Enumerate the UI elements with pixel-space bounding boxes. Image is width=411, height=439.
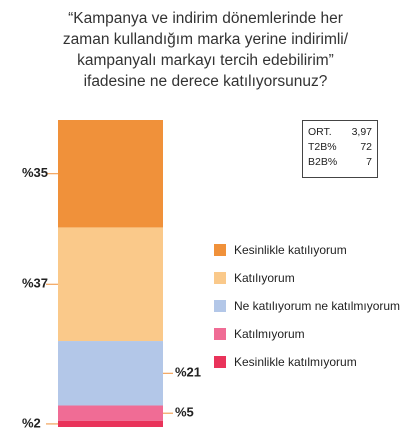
legend-label: Katılmıyorum <box>234 327 305 341</box>
legend-item: Katılmıyorum <box>214 320 400 348</box>
legend-item: Ne katılıyorum ne katılmıyorum <box>214 292 400 320</box>
bar-segment-4 <box>58 405 163 421</box>
legend-swatch <box>214 328 226 340</box>
stat-row-b2b: B2B% 7 <box>308 155 372 170</box>
chart-title-line: “Kampanya ve indirim dönemlerinde her <box>68 10 343 27</box>
legend-swatch <box>214 300 226 312</box>
legend-item: Kesinlikle katılmıyorum <box>214 348 400 376</box>
bar-segment-5 <box>58 420 163 427</box>
legend-swatch <box>214 356 226 368</box>
stat-label: ORT. <box>308 126 332 138</box>
legend-item: Kesinlikle katılıyorum <box>214 236 400 264</box>
legend-label: Katılıyorum <box>234 271 295 285</box>
legend-label: Ne katılıyorum ne katılmıyorum <box>234 299 401 313</box>
chart-title: “Kampanya ve indirim dönemlerinde her za… <box>20 8 391 92</box>
bar-segment-2 <box>58 227 163 342</box>
chart-title-line: zaman kullandığım marka yerine indirimli… <box>62 31 349 48</box>
bar-segment-3 <box>58 341 163 406</box>
stat-value: 72 <box>360 141 372 153</box>
stat-value: 7 <box>366 156 372 168</box>
data-label: %2 <box>22 415 41 430</box>
stat-value: 3,97 <box>351 126 372 138</box>
legend-swatch <box>214 272 226 284</box>
legend: Kesinlikle katılıyorum Katılıyorum Ne ka… <box>214 236 400 376</box>
legend-swatch <box>214 244 226 256</box>
stat-label: T2B% <box>308 141 337 153</box>
bar-segment-1 <box>58 120 163 228</box>
stat-row-t2b: T2B% 72 <box>308 140 372 155</box>
chart-title-line: kampanyalı markayı tercih edebilirim” <box>77 52 334 69</box>
legend-label: Kesinlikle katılmıyorum <box>234 355 357 369</box>
stat-row-ort: ORT. 3,97 <box>308 125 372 140</box>
data-label: %37 <box>22 276 48 291</box>
stats-box: ORT. 3,97 T2B% 72 B2B% 7 <box>302 120 378 178</box>
legend-item: Katılıyorum <box>214 264 400 292</box>
stat-label: B2B% <box>308 156 338 168</box>
data-label: %35 <box>22 165 48 180</box>
data-label: %5 <box>175 405 194 420</box>
data-label: %21 <box>175 365 201 380</box>
chart-title-line: ifadesine ne derece katılıyorsunuz? <box>83 73 328 90</box>
legend-label: Kesinlikle katılıyorum <box>234 243 347 257</box>
